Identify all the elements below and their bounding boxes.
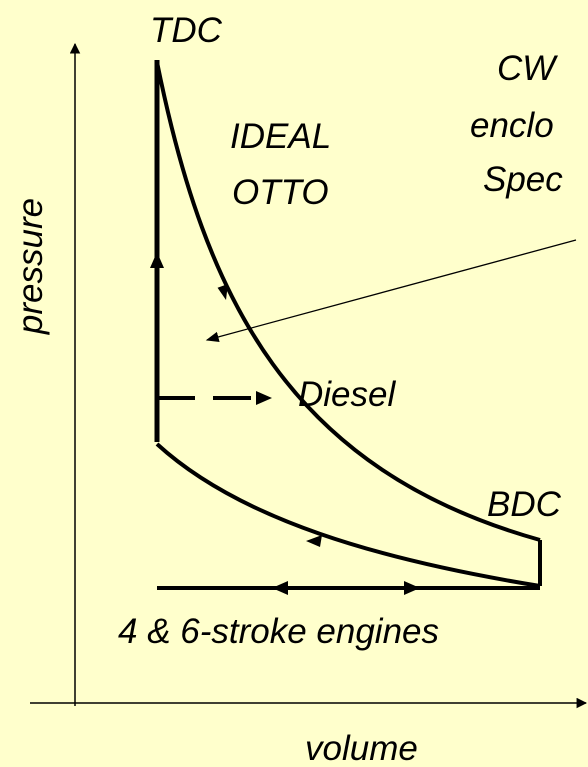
arrow bbox=[217, 283, 228, 300]
note-line: CW bbox=[497, 49, 558, 88]
note-line: enclo bbox=[470, 106, 554, 145]
engines-label: 4 & 6-stroke engines bbox=[118, 612, 439, 651]
arrow bbox=[272, 581, 288, 595]
arrow bbox=[404, 581, 420, 595]
tdc-label: TDC bbox=[150, 11, 223, 50]
pointer bbox=[205, 239, 577, 342]
y-axis-label: pressure bbox=[11, 198, 50, 335]
diesel-label: Diesel bbox=[298, 375, 396, 414]
note-line: Spec bbox=[483, 160, 563, 199]
arrow bbox=[306, 535, 322, 547]
otto-label: OTTO bbox=[232, 173, 329, 212]
compression-curve bbox=[155, 442, 541, 588]
ideal-label: IDEAL bbox=[230, 117, 331, 156]
arrow bbox=[256, 391, 272, 405]
expansion-curve bbox=[155, 61, 541, 542]
arrow bbox=[150, 252, 164, 268]
x-axis-label: volume bbox=[305, 729, 418, 767]
bdc-label: BDC bbox=[487, 485, 562, 524]
